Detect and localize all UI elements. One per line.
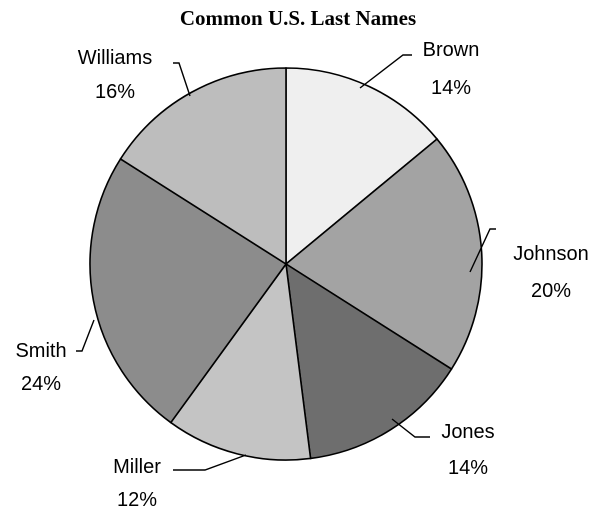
slice-value-jones: 14% <box>448 457 488 479</box>
leader-line-jones <box>391 418 430 438</box>
slice-value-williams: 16% <box>95 81 135 103</box>
slice-value-johnson: 20% <box>531 280 571 302</box>
slice-label-miller: Miller <box>113 456 161 478</box>
leader-line-johnson <box>469 228 496 273</box>
slice-label-jones: Jones <box>441 421 494 443</box>
leader-line-miller <box>173 454 247 471</box>
slice-value-miller: 12% <box>117 489 157 511</box>
slice-label-williams: Williams <box>78 47 152 69</box>
pie-slice-brown <box>285 67 439 266</box>
pie-slice-smith <box>89 157 288 424</box>
slice-label-smith: Smith <box>15 340 66 362</box>
pie-slice-johnson <box>284 137 483 371</box>
slice-value-smith: 24% <box>21 373 61 395</box>
pie-slice-jones <box>284 262 453 460</box>
slice-label-brown: Brown <box>423 39 480 61</box>
leader-line-smith <box>76 319 95 352</box>
pie-slice-miller <box>169 261 312 461</box>
pie-slice-williams <box>119 67 287 266</box>
slice-value-brown: 14% <box>431 77 471 99</box>
leader-line-williams <box>173 62 191 97</box>
chart-title: Common U.S. Last Names <box>179 6 417 30</box>
slice-label-johnson: Johnson <box>513 243 589 265</box>
leader-line-brown <box>359 54 412 89</box>
